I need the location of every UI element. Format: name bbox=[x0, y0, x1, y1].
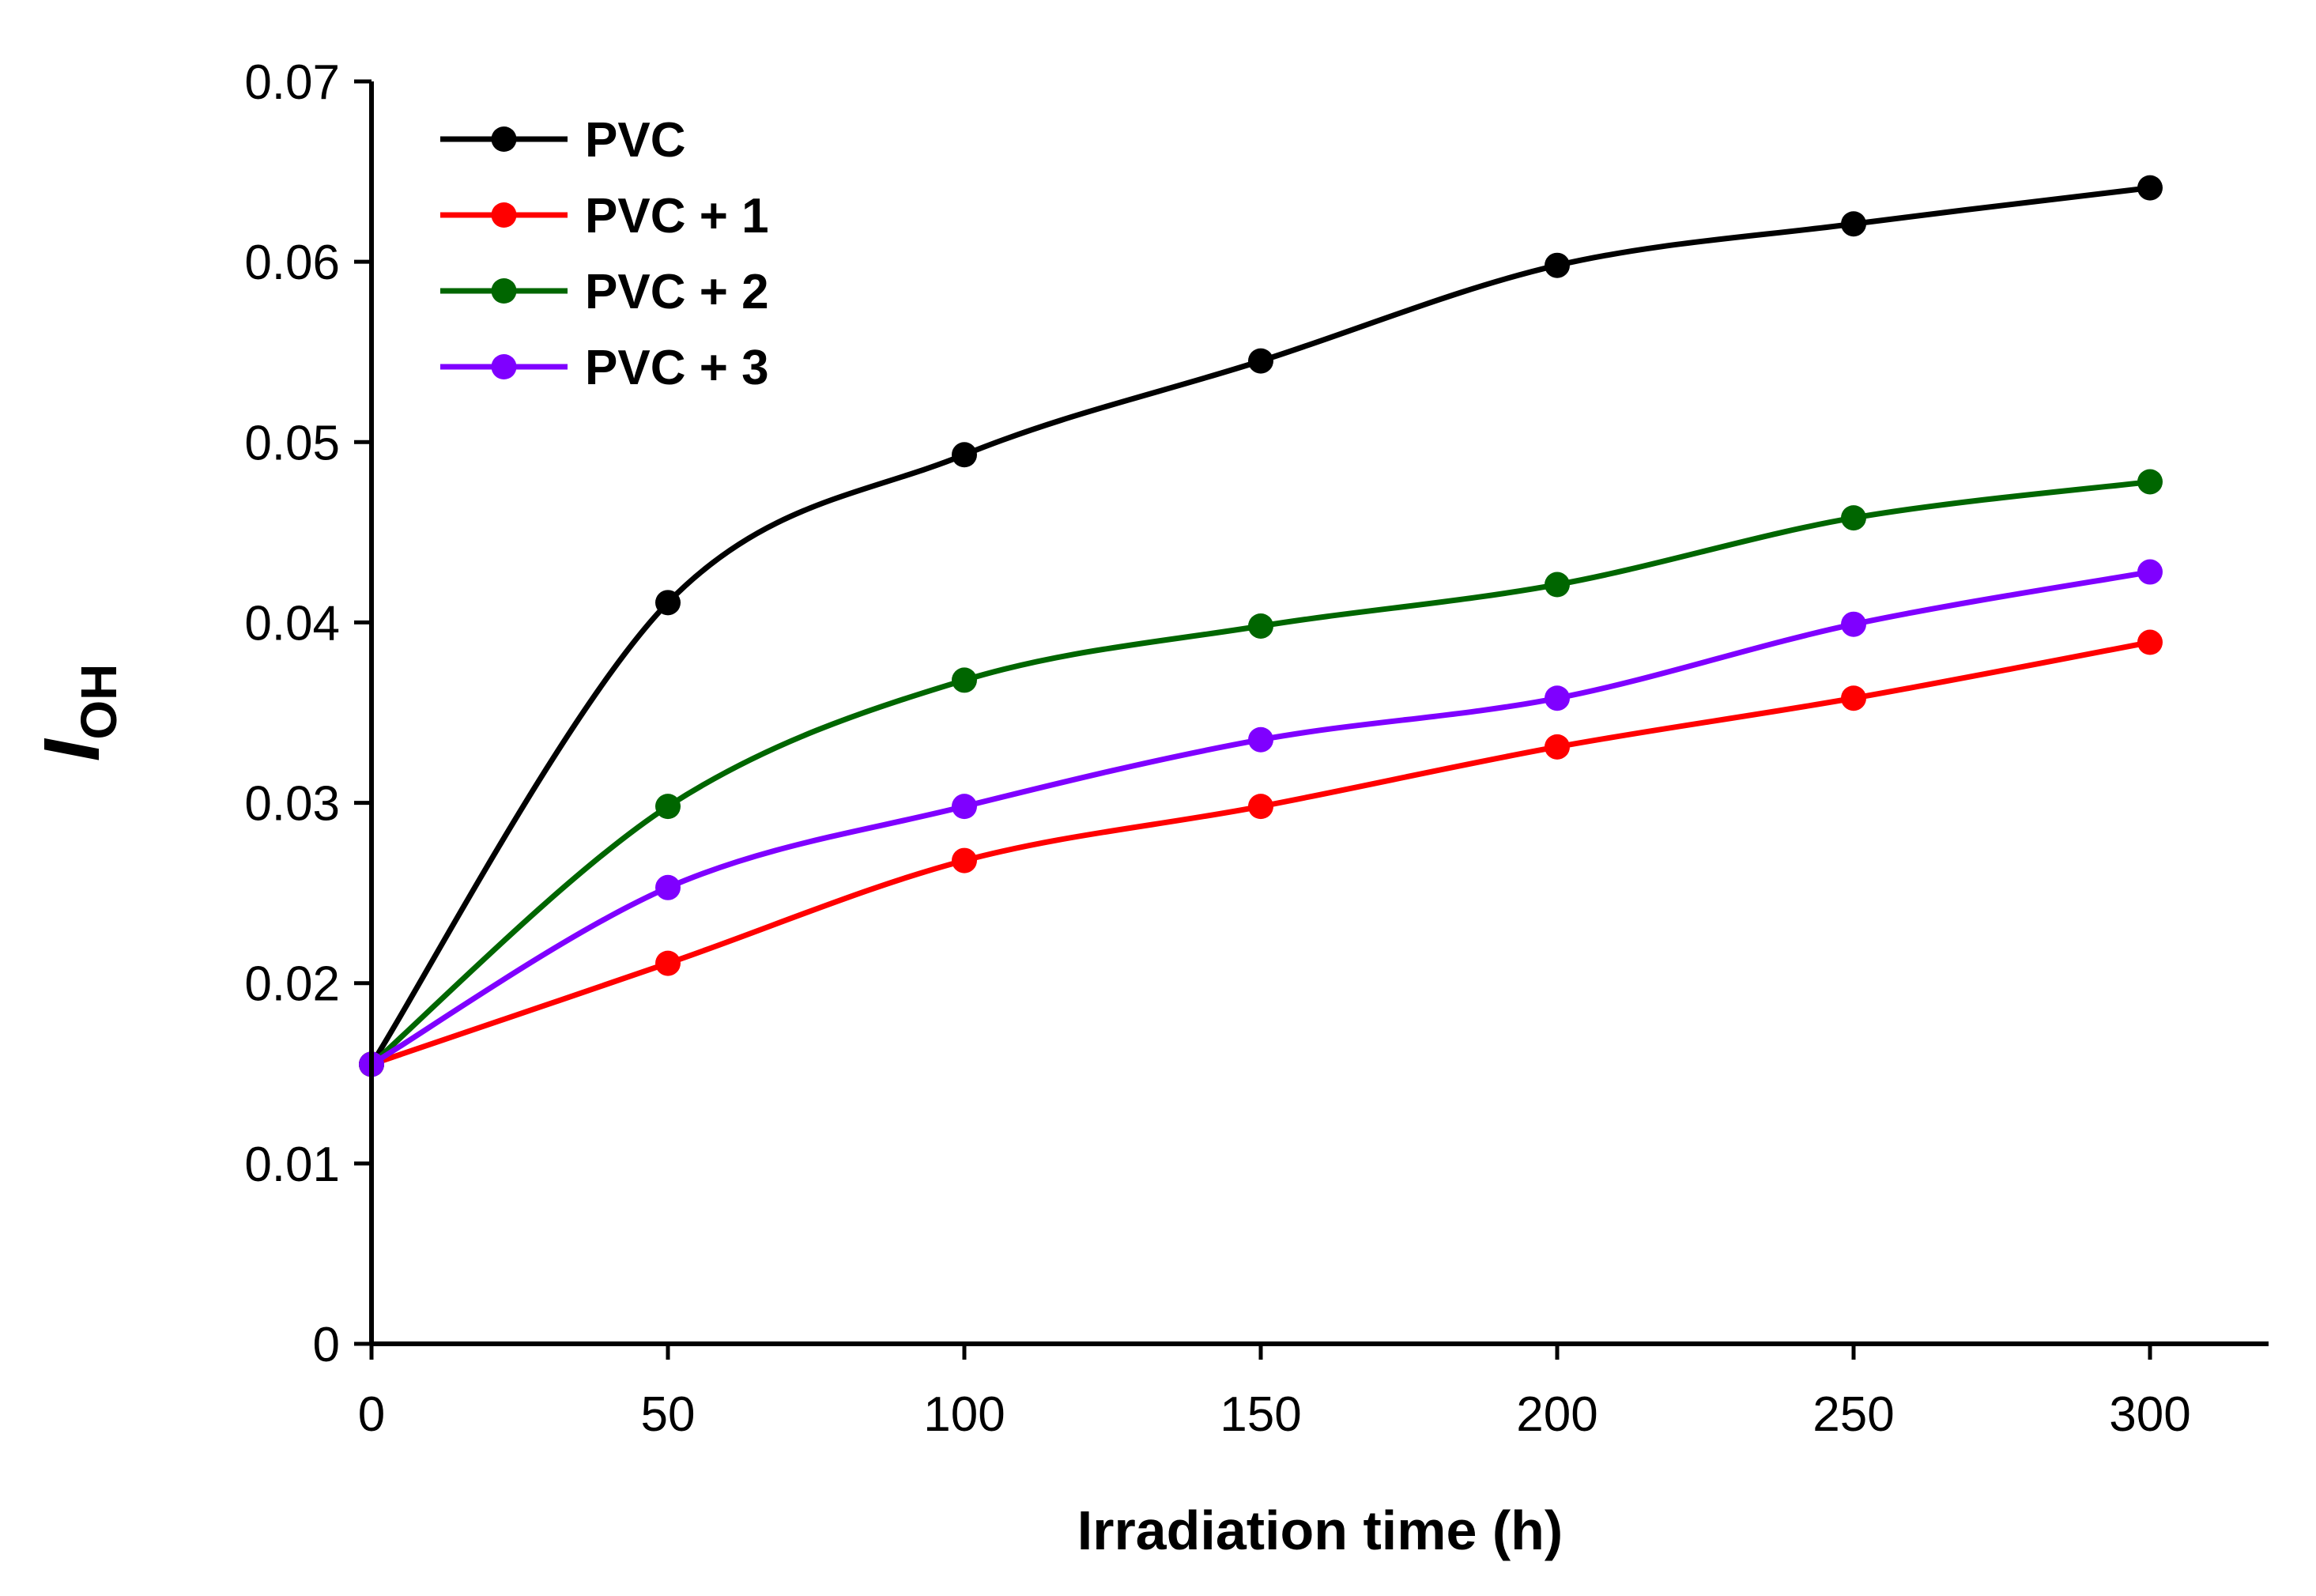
series-pvc-2 bbox=[359, 469, 2163, 1077]
x-tick-label: 0 bbox=[358, 1387, 385, 1442]
y-axis-title-main: I bbox=[28, 738, 116, 761]
data-point-pvc-1 bbox=[655, 950, 681, 976]
data-point-pvc-3 bbox=[1248, 726, 1273, 753]
data-point-pvc-1 bbox=[952, 847, 977, 873]
data-point-pvc-2 bbox=[1841, 505, 1866, 531]
data-point-pvc bbox=[1545, 252, 1570, 278]
data-point-pvc-2 bbox=[1248, 613, 1273, 639]
data-point-pvc-1 bbox=[1545, 734, 1570, 760]
y-tick-label: 0.04 bbox=[244, 596, 340, 651]
y-axis-title: IOH bbox=[28, 664, 127, 762]
x-tick-label: 300 bbox=[2109, 1387, 2190, 1442]
data-point-pvc bbox=[655, 590, 681, 616]
data-point-pvc bbox=[1841, 211, 1866, 237]
data-point-pvc-3 bbox=[655, 874, 681, 900]
data-point-pvc-3 bbox=[1545, 685, 1570, 711]
x-tick-label: 150 bbox=[1220, 1387, 1301, 1442]
legend-label: PVC + 3 bbox=[585, 341, 769, 395]
y-axis-title-subscript: OH bbox=[70, 664, 127, 740]
y-tick-label: 0.07 bbox=[244, 55, 340, 110]
x-tick-label: 50 bbox=[641, 1387, 696, 1442]
y-tick-label: 0.01 bbox=[244, 1138, 340, 1192]
y-tick-label: 0.02 bbox=[244, 957, 340, 1012]
data-point-pvc-3 bbox=[952, 794, 977, 820]
data-point-pvc-1 bbox=[1841, 685, 1866, 711]
legend-item-pvc-1: PVC + 1 bbox=[440, 189, 769, 243]
legend: PVC PVC + 1 PVC + 2 PVC + 3 bbox=[440, 113, 769, 395]
data-point-pvc-2 bbox=[2137, 469, 2163, 495]
legend-item-pvc-3: PVC + 3 bbox=[440, 341, 769, 395]
y-tick-label: 0 bbox=[313, 1318, 340, 1372]
legend-item-pvc: PVC bbox=[440, 113, 685, 168]
legend-label: PVC + 1 bbox=[585, 189, 769, 243]
legend-item-pvc-2: PVC + 2 bbox=[440, 265, 769, 319]
data-point-pvc-1 bbox=[2137, 629, 2163, 655]
y-tick-label: 0.03 bbox=[244, 777, 340, 832]
x-axis-title: Irradiation time (h) bbox=[1077, 1500, 1563, 1561]
axes: 0 0.01 0.02 0.03 0.04 0.05 0.06 0.07 0 50 100 150 20… bbox=[244, 55, 2269, 1442]
data-point-pvc-2 bbox=[1545, 572, 1570, 598]
x-tick-label: 250 bbox=[1812, 1387, 1894, 1442]
legend-swatch-marker bbox=[491, 278, 517, 304]
y-tick-label: 0.05 bbox=[244, 416, 340, 470]
legend-label: PVC bbox=[585, 113, 685, 168]
legend-label: PVC + 2 bbox=[585, 265, 769, 319]
x-tick-label: 100 bbox=[923, 1387, 1005, 1442]
data-point-pvc-2 bbox=[655, 794, 681, 820]
data-point-pvc bbox=[2137, 175, 2163, 201]
data-point-pvc-1 bbox=[1248, 794, 1273, 820]
data-point-pvc-3 bbox=[1841, 611, 1866, 637]
legend-swatch-marker bbox=[491, 126, 517, 152]
legend-swatch-marker bbox=[491, 202, 517, 228]
data-point-pvc bbox=[952, 442, 977, 468]
data-point-pvc bbox=[1248, 348, 1273, 374]
data-point-pvc-3 bbox=[2137, 559, 2163, 585]
series-pvc-3 bbox=[359, 559, 2163, 1077]
legend-swatch-marker bbox=[491, 354, 517, 379]
x-tick-label: 200 bbox=[1516, 1387, 1597, 1442]
y-tick-label: 0.06 bbox=[244, 236, 340, 290]
data-point-pvc-2 bbox=[952, 667, 977, 693]
series-pvc bbox=[359, 175, 2163, 1077]
plot-series-group bbox=[359, 175, 2163, 1077]
